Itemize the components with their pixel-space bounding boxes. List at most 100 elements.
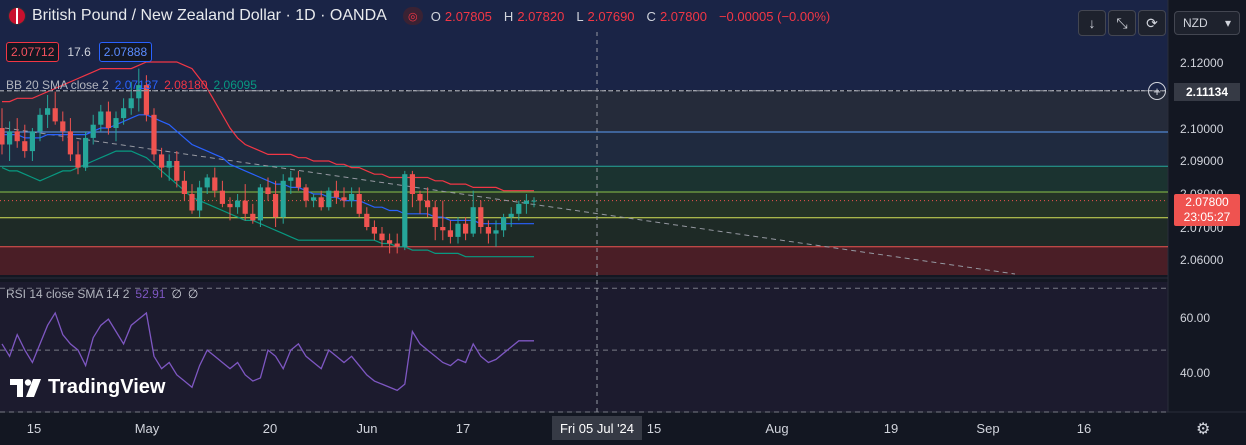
candle-body <box>0 128 5 145</box>
candle-body <box>29 131 35 152</box>
candle-body <box>417 194 423 201</box>
time-tick: 17 <box>455 421 471 436</box>
candle-body <box>128 98 134 109</box>
candle-body <box>349 194 355 201</box>
trend-line <box>4 127 1016 275</box>
zone-top-band <box>0 0 1168 90</box>
candle-body <box>295 177 301 188</box>
spread-value: 17.6 <box>67 45 91 59</box>
rsi-tick: 40.00 <box>1180 366 1211 380</box>
time-tick: 15 <box>26 421 42 436</box>
candle-body <box>455 223 461 237</box>
candle-body <box>303 187 309 201</box>
candle-body <box>501 217 507 231</box>
candle-body <box>470 207 476 234</box>
candle-body <box>523 200 529 204</box>
tradingview-logo[interactable]: TradingView <box>10 376 165 399</box>
screenshot-icon[interactable]: ⟳ <box>1138 10 1166 36</box>
candle-body <box>14 131 20 142</box>
candle-body <box>143 85 149 115</box>
candle-body <box>493 230 499 234</box>
candle-body <box>83 137 89 168</box>
zone-band <box>0 131 1168 167</box>
candle-body <box>227 203 233 208</box>
market-status-icon[interactable]: ◎ <box>402 7 423 25</box>
buy-button[interactable]: 2.07888 <box>98 42 153 62</box>
candle-body <box>508 213 514 218</box>
bar-countdown: 23:05:27 <box>1183 210 1231 224</box>
zone-band <box>0 192 1168 218</box>
time-tick: 16 <box>1076 421 1092 436</box>
candle-body <box>60 121 66 132</box>
last-price-label: 2.07800 23:05:27 <box>1174 194 1240 226</box>
candle-body <box>98 111 104 125</box>
symbol-title[interactable]: British Pound / New Zealand Dollar · 1D … <box>32 7 387 24</box>
chart-header: British Pound / New Zealand Dollar · 1D … <box>0 0 838 32</box>
candle-body <box>45 108 51 115</box>
rsi-legend[interactable]: RSI 14 close SMA 14 2 52.91 ∅ ∅ <box>6 287 199 301</box>
bb-legend[interactable]: BB 20 SMA close 2 2.07137 2.08180 2.0609… <box>6 78 257 92</box>
candle-body <box>181 180 187 194</box>
candle-body <box>485 227 491 234</box>
tradingview-logo-icon <box>10 378 41 397</box>
candle-body <box>273 194 279 218</box>
candle-body <box>341 197 347 201</box>
candle-body <box>288 177 294 181</box>
candle-body <box>516 203 522 214</box>
ohlc-values: O 2.07805 H 2.07820 L 2.07690 C 2.07800 −0.0… <box>430 8 831 24</box>
candle-body <box>189 194 195 211</box>
rsi-pane-bg <box>0 282 1168 412</box>
candle-body <box>265 187 271 194</box>
candle-body <box>425 200 431 208</box>
candle-body <box>67 131 73 155</box>
candle-body <box>280 180 286 218</box>
time-tick: 20 <box>262 421 278 436</box>
candle-body <box>379 233 385 241</box>
candle-body <box>75 154 81 168</box>
candle-body <box>219 190 225 204</box>
settings-gear-icon[interactable]: ⚙ <box>1196 421 1211 438</box>
candle-body <box>394 243 400 247</box>
candle-body <box>121 108 127 119</box>
zone-bottom-band <box>0 246 1168 275</box>
candle-body <box>136 85 142 99</box>
candle-body <box>356 194 362 214</box>
buy-sell-panel: 2.07712 17.6 2.07888 <box>6 42 153 62</box>
candle-body <box>371 227 377 234</box>
candle-body <box>478 207 484 227</box>
bb-upper-band <box>2 61 534 192</box>
candle-body <box>432 207 438 227</box>
candle-body <box>364 213 370 227</box>
sell-button[interactable]: 2.07712 <box>6 42 60 62</box>
candle-body <box>113 118 119 128</box>
candle-body <box>333 190 339 198</box>
time-tick: Aug <box>765 421 789 436</box>
down-arrow-icon[interactable]: ↓ <box>1078 10 1106 36</box>
candle-body <box>174 161 180 181</box>
chevron-down-icon: ▾ <box>1224 16 1231 30</box>
candle-body <box>151 114 157 155</box>
currency-flag-icon <box>8 7 26 25</box>
candle-body <box>7 131 13 145</box>
compress-icon[interactable]: ⤡ <box>1108 10 1136 36</box>
time-tick: May <box>134 421 160 436</box>
candle-body <box>242 200 248 214</box>
candle-body <box>402 174 408 247</box>
candle-body <box>204 177 210 188</box>
candle-body <box>90 124 96 138</box>
add-alert-icon[interactable]: + <box>1148 82 1166 100</box>
candle-body <box>105 111 111 128</box>
candle-body <box>52 108 58 122</box>
rsi-line <box>1 311 534 392</box>
price-change: −0.00005 (−0.00%) <box>718 8 831 24</box>
currency-select[interactable]: NZD ▾ <box>1174 11 1240 35</box>
candle-body <box>531 200 537 202</box>
time-tick: Sep <box>976 421 1000 436</box>
time-tick: 15 <box>646 421 662 436</box>
candle-body <box>159 154 165 168</box>
candle-body <box>318 197 324 208</box>
candle-body <box>447 230 453 237</box>
candle-body <box>257 187 263 221</box>
bb-lower-band <box>1 150 534 258</box>
